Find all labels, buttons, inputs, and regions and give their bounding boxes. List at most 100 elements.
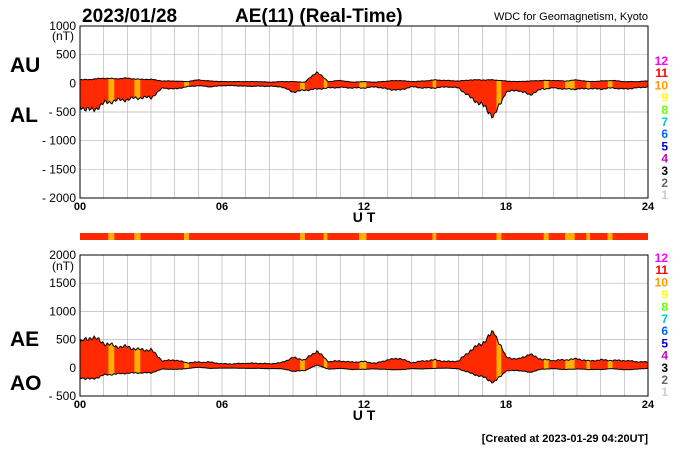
station-change-strip	[184, 81, 189, 88]
station-change-strip	[300, 358, 305, 371]
station-change-strip	[543, 80, 549, 90]
activity-bar-segment	[184, 233, 189, 240]
y-tick-label: - 2000	[42, 191, 76, 205]
activity-bar-segment	[114, 233, 135, 240]
ae-ao-x-axis-label: U T	[353, 407, 376, 423]
station-count-label: 2	[661, 373, 668, 387]
au-al-grid	[80, 26, 648, 198]
station-count-label: 5	[661, 336, 668, 350]
y-tick-label: 0	[69, 76, 76, 90]
station-count-label: 2	[661, 176, 668, 190]
ae-series-label: AE	[10, 328, 39, 351]
station-count-label: 10	[655, 78, 669, 92]
activity-bar-segment	[574, 233, 587, 240]
x-tick-label: 06	[216, 399, 228, 411]
ao-line	[79, 364, 649, 384]
station-count-label: 11	[655, 66, 668, 80]
station-count-label: 10	[655, 275, 669, 289]
activity-bar-segment	[436, 233, 497, 240]
index-envelope-area	[80, 71, 648, 118]
activity-bar-segment	[496, 233, 502, 240]
station-count-label: 1	[661, 188, 668, 202]
activity-bar-segment	[607, 233, 613, 240]
activity-bar-segment	[188, 233, 301, 240]
ae-ao-plot-border	[79, 254, 649, 397]
ae-ao-panel: 2000 1500 1000 500 0 - 500 00 06 12 18 24 (nT) AE…	[10, 248, 655, 423]
x-tick-label: 12	[358, 399, 370, 411]
activity-bar-segment	[300, 233, 305, 240]
activity-bar-segment	[327, 233, 360, 240]
station-count-label: 4	[661, 152, 668, 166]
y-tick-label: - 500	[49, 389, 77, 403]
date-title: 2023/01/28	[82, 6, 177, 27]
activity-bar-segment	[134, 233, 141, 240]
ae-ao-data	[79, 330, 649, 384]
au-al-plot-border	[79, 25, 649, 199]
station-activity-bar	[80, 233, 648, 240]
y-tick-label: 1000	[49, 19, 76, 33]
au-al-x-axis-label: U T	[353, 209, 376, 225]
station-count-label: 3	[661, 361, 668, 375]
ae-ao-y-axis: 2000 1500 1000 500 0 - 500	[49, 248, 77, 403]
ae-line	[79, 330, 649, 365]
index-title: AE(11) (Real-Time)	[235, 6, 403, 27]
station-change-strip	[108, 78, 115, 104]
y-tick-label: 2000	[49, 248, 76, 262]
station-change-strip	[607, 80, 613, 89]
activity-bar-segment	[548, 233, 566, 240]
activity-bar-segment	[432, 233, 437, 240]
activity-bar-segment	[80, 233, 109, 240]
x-tick-label: 18	[500, 399, 512, 411]
station-change-strip	[359, 361, 367, 370]
station-change-strip	[134, 347, 141, 374]
y-tick-label: - 500	[49, 105, 77, 119]
x-tick-label: 24	[642, 201, 655, 213]
y-tick-label: 1500	[49, 276, 76, 290]
activity-bar-segment	[612, 233, 648, 240]
station-change-strip	[607, 360, 613, 369]
x-tick-label: 18	[500, 201, 512, 213]
au-series-label: AU	[10, 54, 40, 77]
au-al-y-axis: 1000 500 0 - 500 - 1000 - 1500 - 2000	[42, 19, 76, 205]
au-al-x-axis: 00 06 12 18 24	[74, 201, 655, 213]
activity-bar-segment	[304, 233, 324, 240]
ao-series-label: AO	[10, 372, 42, 395]
station-count-label: 6	[661, 324, 668, 338]
activity-bar-segment	[590, 233, 608, 240]
y-tick-label: 500	[56, 48, 76, 62]
station-change-strip	[134, 78, 141, 100]
x-tick-label: 24	[642, 399, 655, 411]
station-change-strip	[184, 362, 189, 369]
station-change-strip	[496, 336, 502, 381]
station-change-strip	[359, 81, 367, 89]
station-change-strip	[586, 81, 590, 90]
station-count-label: 11	[655, 263, 668, 277]
station-change-strip	[565, 358, 575, 370]
x-tick-label: 00	[74, 201, 86, 213]
created-timestamp: [Created at 2023-01-29 04:20UT]	[482, 433, 649, 445]
station-count-label: 12	[655, 54, 669, 68]
y-tick-label: 0	[69, 361, 76, 375]
station-change-strip	[432, 359, 437, 369]
station-change-strip	[565, 79, 575, 90]
y-tick-label: - 1500	[42, 162, 76, 176]
activity-bar-segment	[323, 233, 328, 240]
activity-bar-segment	[359, 233, 367, 240]
au-al-data	[79, 71, 649, 119]
activity-bar-segment	[586, 233, 591, 240]
station-count-label: 1	[661, 385, 668, 399]
station-count-label: 7	[661, 312, 668, 326]
al-series-label: AL	[10, 104, 38, 127]
station-count-label: 9	[661, 91, 668, 105]
activity-bar-segment	[501, 233, 544, 240]
activity-bar-segment	[366, 233, 433, 240]
activity-bar-segment	[140, 233, 185, 240]
au-al-unit-label: (nT)	[52, 29, 74, 43]
y-tick-label: 500	[56, 333, 76, 347]
station-count-label: 7	[661, 115, 668, 129]
station-change-strip	[586, 360, 590, 370]
activity-bar-segment	[543, 233, 549, 240]
